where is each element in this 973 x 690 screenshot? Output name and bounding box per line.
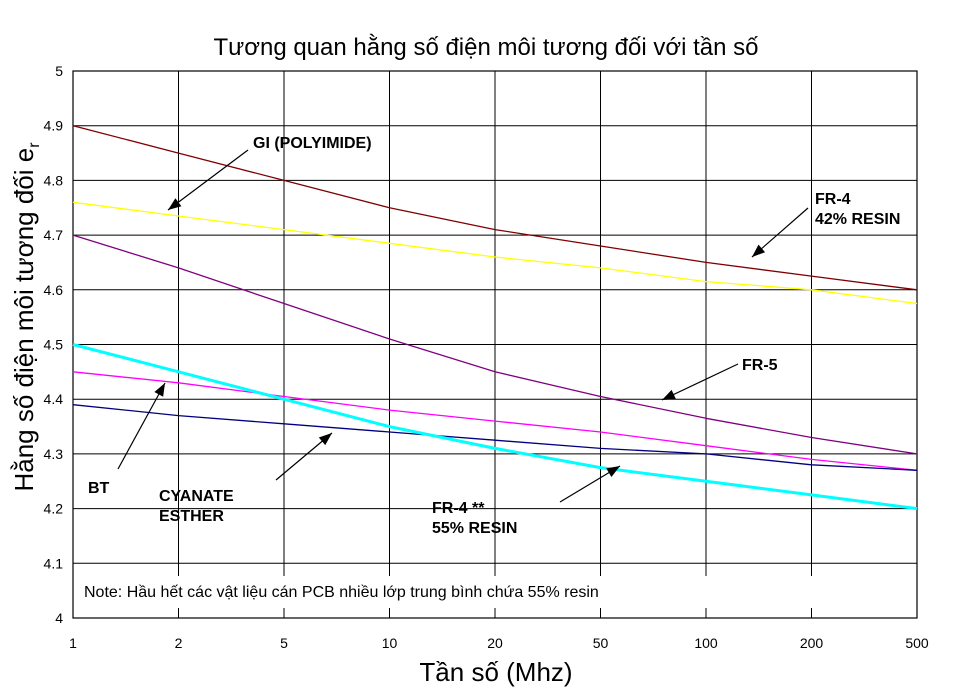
y-tick-label: 4.4 [44,391,64,407]
annotation-fr4-42: 42% RESIN [815,211,900,228]
y-tick-label: 4.9 [44,118,64,134]
series-line-gi [72,125,918,291]
series-line-fr5 [72,234,918,455]
annotation-fr4-42: FR-4 [815,191,851,208]
chart-title: Tương quan hằng số điện môi tương đối vớ… [214,34,759,61]
y-axis-title-main: Hằng số điện môi tương đối e [9,148,39,492]
arrow-fr5 [661,363,739,401]
x-tick-label: 100 [694,635,718,651]
arrowhead-bt [154,383,165,397]
x-tick-label: 10 [382,635,398,651]
arrowhead-cyanate [318,433,332,446]
arrowhead-gi [168,198,182,210]
chart-annotations: GI (POLYIMIDE) FR-4 42% RESIN FR-5 BT CYANATE… [88,135,900,537]
series-line-cyanate [72,404,918,471]
x-axis-title: Tần số (Mhz) [419,657,572,687]
series-line-bt [72,371,918,471]
x-tick-label: 50 [593,635,609,651]
x-tick-label: 2 [175,635,183,651]
y-tick-label: 4.8 [44,172,64,188]
x-tick-label: 20 [487,635,503,651]
annotation-cyanate: CYANATE [159,488,234,505]
series-line-fr4-55 [72,343,918,511]
y-tick-label: 4.2 [44,501,64,517]
y-tick-label: 4.1 [44,555,64,571]
y-tick-label: 4.3 [44,446,64,462]
series-line-fr4-42 [72,201,918,305]
y-tick-label: 4.6 [44,282,64,298]
y-axis-title-subscript: r [26,142,43,148]
note-box [76,576,914,608]
annotation-arrows [117,149,809,503]
arrowhead-fr4-55 [606,466,620,477]
y-axis-title: Hằng số điện môi tương đối er [9,142,43,492]
x-tick-label: 5 [280,635,288,651]
annotation-fr4-55: FR-4 ** [432,500,485,517]
y-tick-label: 4 [55,610,63,626]
x-tick-label: 200 [800,635,824,651]
annotation-gi: GI (POLYIMIDE) [253,135,372,152]
annotation-bt: BT [88,480,110,497]
x-tick-label: 1 [69,635,77,651]
x-tick-labels: 1 2 5 10 20 50 100 200 500 [69,635,929,651]
y-tick-label: 4.5 [44,337,64,353]
arrowhead-fr5 [662,389,676,400]
arrow-gi [167,149,249,211]
annotation-fr5: FR-5 [742,357,778,374]
annotation-cyanate: ESTHER [159,508,224,525]
chart-series [72,125,918,511]
x-tick-label: 500 [905,635,929,651]
annotation-fr4-55: 55% RESIN [432,520,517,537]
note-text: Note: Hầu hết các vật liệu cán PCB nhiều… [84,584,599,601]
y-tick-labels: 4 4.1 4.2 4.3 4.4 4.5 4.6 4.7 4.8 4.9 5 [44,63,64,626]
arrowhead-fr4-42 [752,244,766,257]
arrow-bt [117,382,166,470]
y-tick-label: 4.7 [44,227,64,243]
y-tick-label: 5 [55,63,63,79]
